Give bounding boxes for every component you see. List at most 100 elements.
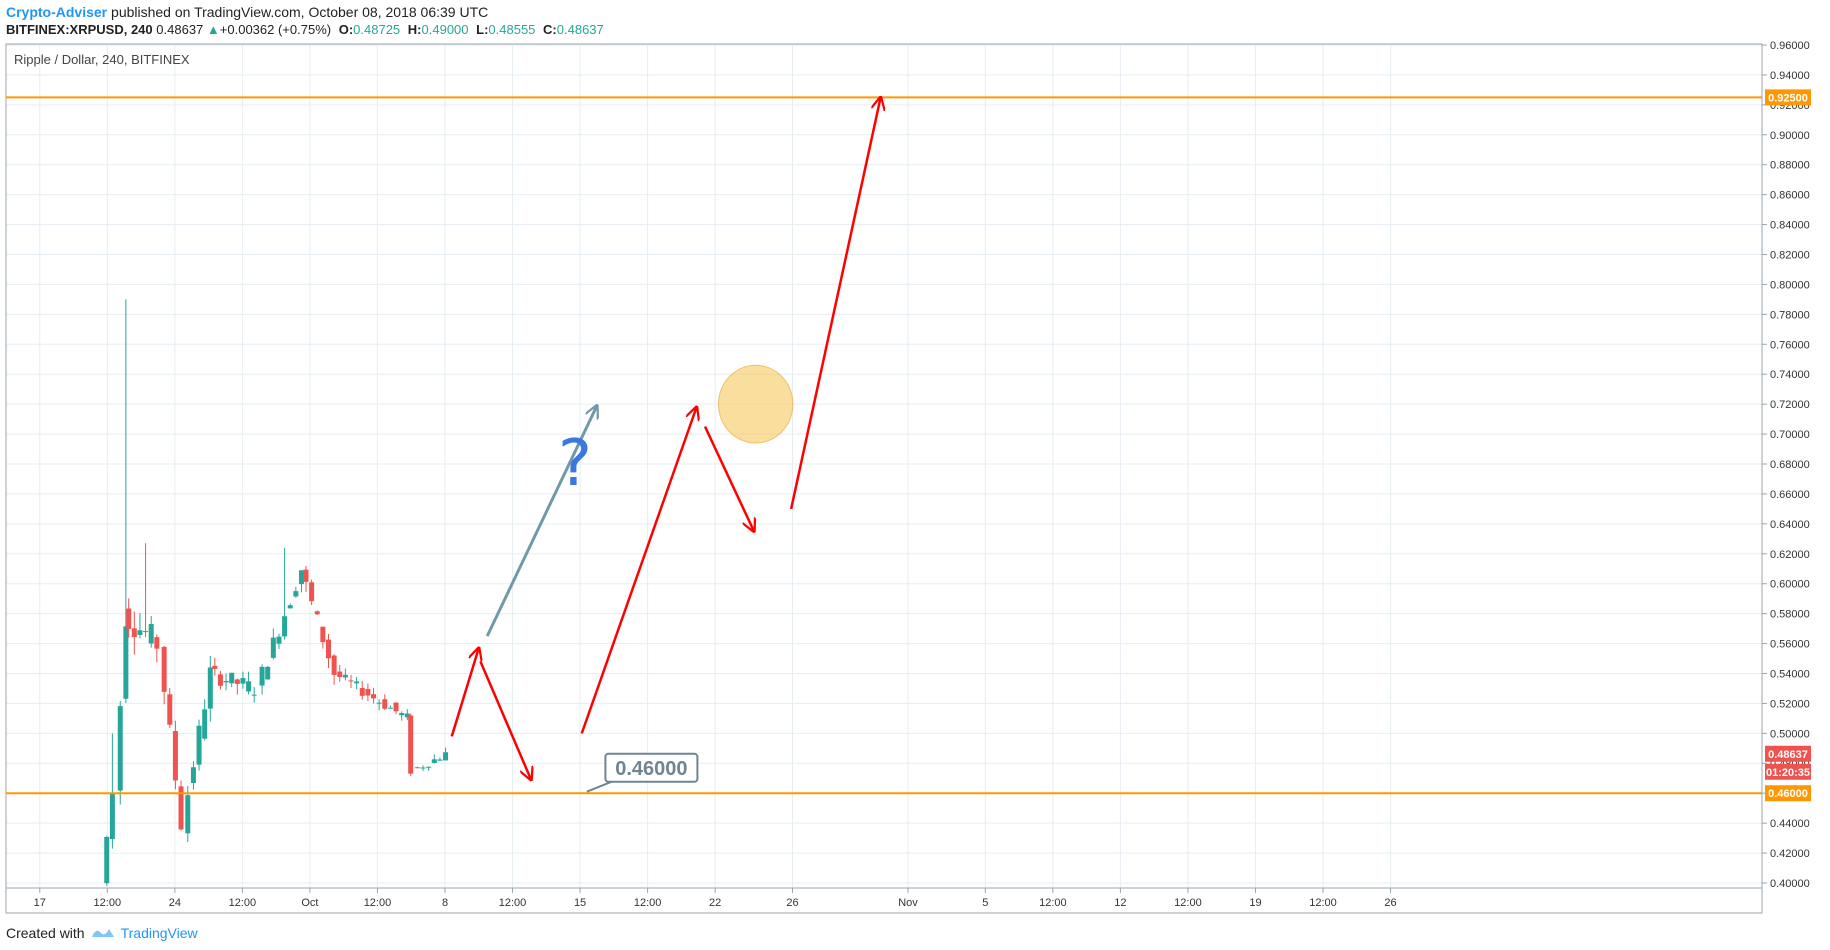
candle-body xyxy=(126,608,132,629)
footer: Created with TradingView xyxy=(6,925,198,941)
y-tick-label: 0.72000 xyxy=(1770,399,1810,411)
candle-body xyxy=(148,624,154,644)
candle-body xyxy=(365,688,371,696)
x-tick-label: 12:00 xyxy=(364,897,392,909)
y-tick-label: 0.42000 xyxy=(1770,848,1810,860)
y-tick-label: 0.62000 xyxy=(1770,549,1810,561)
x-tick-label: 15 xyxy=(574,897,586,909)
x-tick-label: 19 xyxy=(1249,897,1261,909)
red-arrow xyxy=(703,426,754,532)
candle-body xyxy=(420,767,426,769)
candle-body xyxy=(382,699,388,709)
drawings[interactable]: ? 0.46000 xyxy=(450,97,881,793)
chart-frame xyxy=(5,43,1763,914)
candle-body xyxy=(276,636,282,644)
candle-body xyxy=(354,681,360,684)
candle-body xyxy=(371,694,377,699)
candle-body xyxy=(431,759,437,763)
candle-body xyxy=(185,795,191,834)
level-price-label: 0.92500 xyxy=(1768,92,1808,104)
y-tick-label: 0.58000 xyxy=(1770,609,1810,621)
red-arrow xyxy=(789,97,880,510)
y-tick-label: 0.68000 xyxy=(1770,459,1810,471)
brand-link[interactable]: TradingView xyxy=(120,925,198,941)
created-with-text: Created with xyxy=(6,925,85,941)
target-ellipse xyxy=(718,364,794,444)
y-tick-label: 0.66000 xyxy=(1770,489,1810,501)
x-tick-label: 12:00 xyxy=(1309,897,1337,909)
callout-pointer xyxy=(586,780,612,793)
y-tick-label: 0.82000 xyxy=(1770,250,1810,262)
candle-body xyxy=(104,837,110,884)
candle-body xyxy=(414,767,420,769)
candle-body xyxy=(298,570,304,585)
x-tick-label: 26 xyxy=(1384,897,1396,909)
x-tick-label: Nov xyxy=(898,897,918,909)
candle-body xyxy=(202,709,208,739)
x-tick-label: 12 xyxy=(1114,897,1126,909)
x-tick-label: 8 xyxy=(442,897,448,909)
candle-body xyxy=(314,611,320,615)
x-tick-label: 26 xyxy=(786,897,798,909)
candle-body xyxy=(259,666,265,686)
x-tick-label: 12:00 xyxy=(94,897,122,909)
x-tick-label: 12:00 xyxy=(1174,897,1202,909)
candle-body xyxy=(161,646,167,692)
publish-text: published on TradingView.com, October 08… xyxy=(111,4,489,20)
candle-body xyxy=(309,582,315,602)
x-tick-label: 24 xyxy=(169,897,181,909)
high-label: H: xyxy=(407,22,422,37)
level-price-badge xyxy=(1765,89,1811,106)
x-tick-label: 17 xyxy=(34,897,46,909)
candle-body xyxy=(123,626,129,699)
candle-body xyxy=(331,655,337,675)
last-price-badge xyxy=(1765,745,1811,762)
x-tick-label: 12:00 xyxy=(229,897,257,909)
y-tick-label: 0.52000 xyxy=(1770,698,1810,710)
horizontal-levels[interactable]: 0.92500 0.46000 0.48637 01:20:35 xyxy=(6,89,1811,802)
candle-body xyxy=(393,702,399,712)
candle-body xyxy=(270,637,276,658)
candle-body xyxy=(154,637,160,649)
last-price-text: 0.48637 xyxy=(156,22,204,37)
y-tick-label: 0.78000 xyxy=(1770,309,1810,321)
y-tick-label: 0.54000 xyxy=(1770,669,1810,681)
countdown-badge xyxy=(1765,763,1811,780)
y-tick-label: 0.88000 xyxy=(1770,160,1810,172)
candle-body xyxy=(137,630,143,635)
candle-body xyxy=(240,678,246,684)
y-tick-label: 0.56000 xyxy=(1770,639,1810,651)
axes: 0.400000.420000.440000.460000.480000.500… xyxy=(34,40,1810,909)
close-label: C: xyxy=(543,22,557,37)
candle-body xyxy=(443,752,449,761)
candle-body xyxy=(172,731,178,781)
x-tick-label: 12:00 xyxy=(1039,897,1067,909)
candle-body xyxy=(251,694,257,696)
candle-body xyxy=(246,681,252,692)
candle-body xyxy=(229,672,235,684)
level-price-label: 0.46000 xyxy=(1768,788,1808,800)
low-label: L: xyxy=(476,22,489,37)
candle-body xyxy=(212,665,218,669)
y-tick-label: 0.86000 xyxy=(1770,190,1810,202)
author-link[interactable]: Crypto-Adviser xyxy=(6,4,108,20)
chart-title: Ripple / Dollar, 240, BITFINEX xyxy=(14,52,190,67)
ohlc-legend: BITFINEX:XRPUSD, 240 0.48637 ▲+0.00362 (… xyxy=(6,22,604,37)
y-tick-label: 0.70000 xyxy=(1770,429,1810,441)
y-tick-label: 0.80000 xyxy=(1770,279,1810,291)
candle-body xyxy=(217,674,223,686)
candle-body xyxy=(196,725,202,765)
candle-body xyxy=(426,766,432,768)
candle-body xyxy=(387,707,393,709)
candle-body xyxy=(287,605,293,609)
candle-body xyxy=(303,569,309,582)
x-tick-label: 5 xyxy=(982,897,988,909)
countdown-label: 01:20:35 xyxy=(1766,767,1810,779)
candle-body xyxy=(143,631,149,633)
candle-body xyxy=(437,759,443,761)
y-tick-label: 0.40000 xyxy=(1770,878,1810,890)
callout-box xyxy=(604,752,699,783)
x-tick-label: 22 xyxy=(709,897,721,909)
question-mark: ? xyxy=(558,427,592,501)
